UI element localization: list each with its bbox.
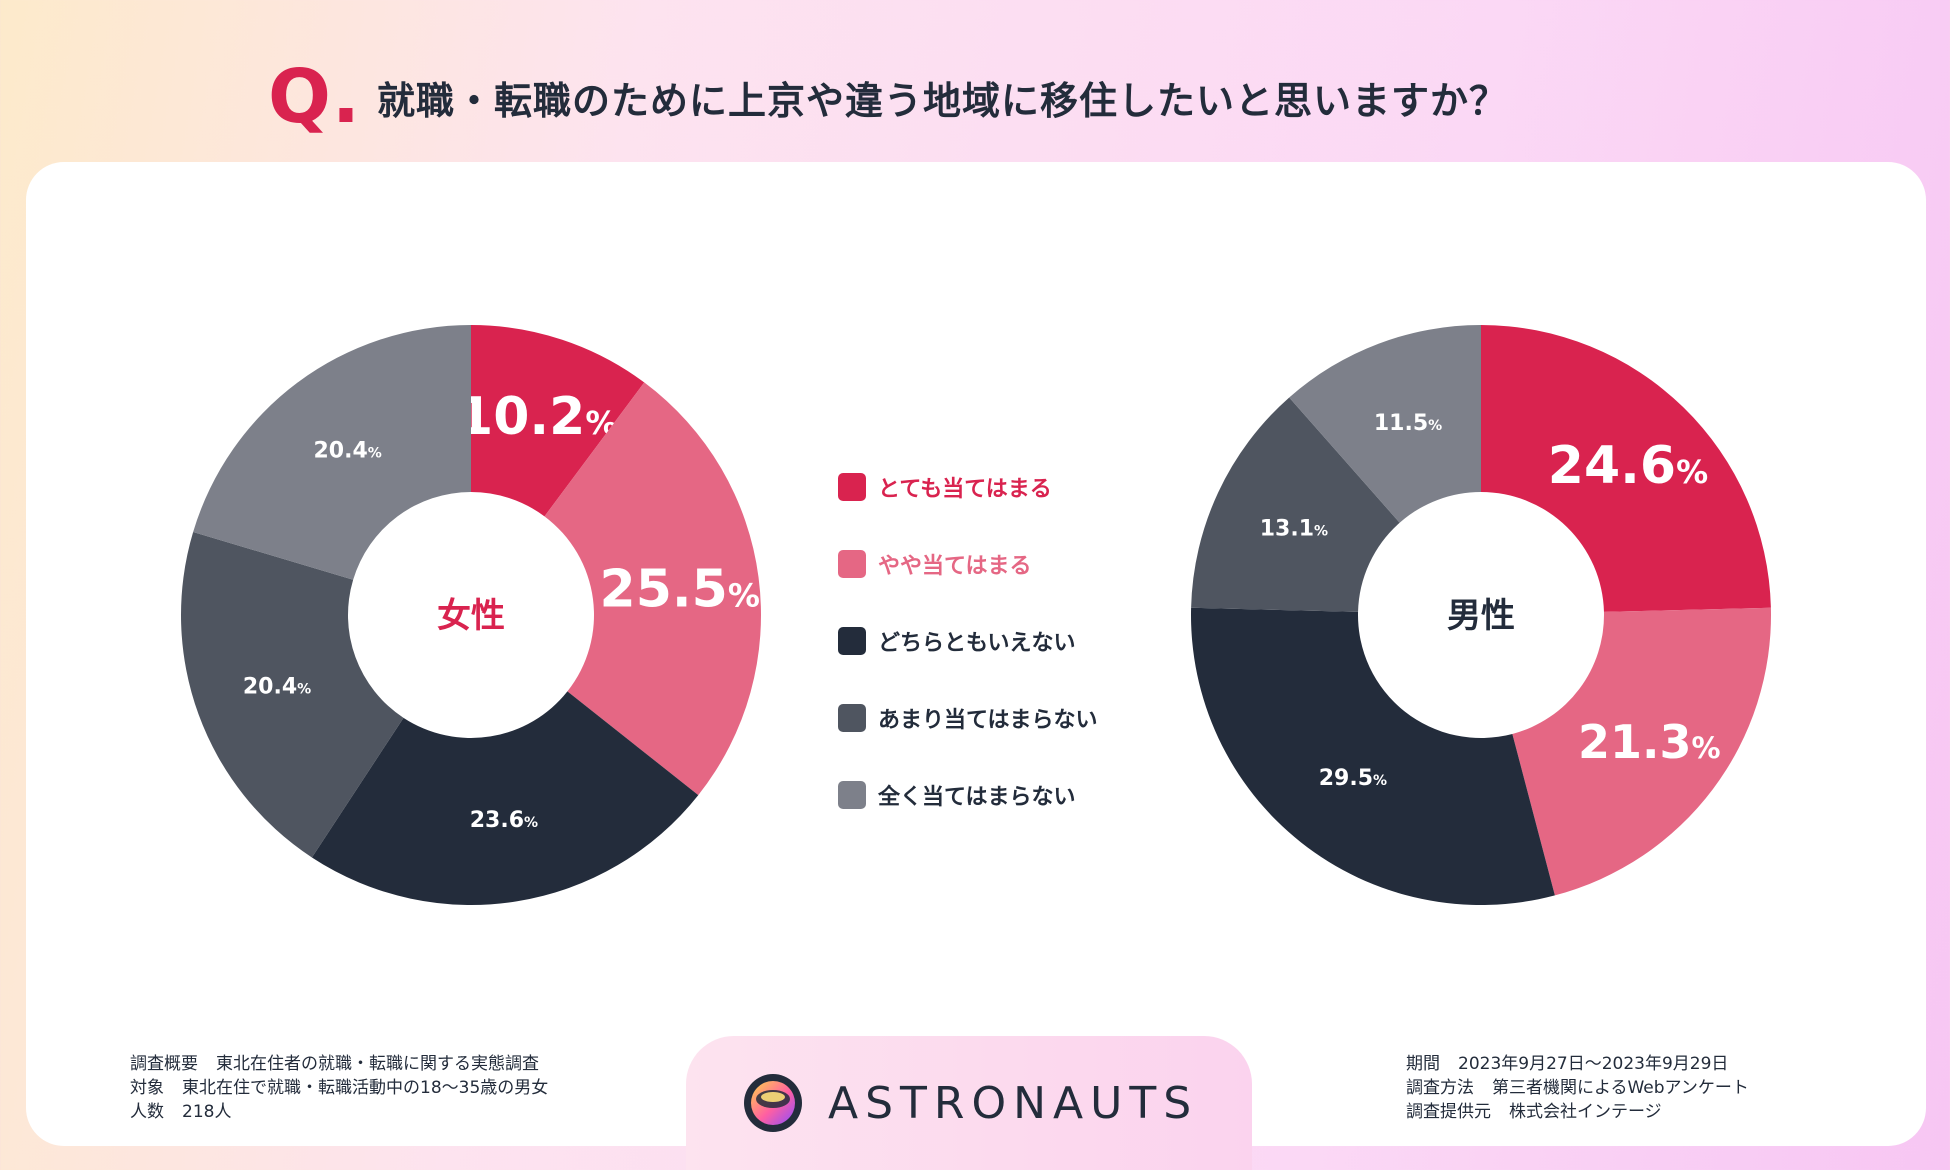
legend-swatch [838,472,866,501]
info-key: 調査概要 [130,1054,198,1074]
slice-label-female-1: 25.5% [600,559,760,619]
logo: ASTRONAUTS [742,1068,1198,1138]
slice-female-4 [193,325,471,580]
info-row: 調査方法 第三者機関によるWebアンケート [1406,1076,1749,1100]
info-key: 人数 [130,1102,164,1122]
legend-swatch [838,703,866,732]
legend-label: とても当てはまる [878,476,1052,502]
logo-text: ASTRONAUTS [828,1077,1199,1129]
slice-male-0 [1481,325,1771,612]
info-key: 調査方法 [1406,1078,1474,1098]
info-value: 東北在住者の就職・転職に関する実態調査 [216,1054,539,1074]
slice-female-3 [180,531,404,858]
slice-label-male-3: 13.1% [1260,517,1328,542]
slice-label-female-2: 23.6% [470,808,538,833]
slice-label-male-4: 11.5% [1374,411,1442,436]
slice-female-1 [544,382,761,796]
slice-label-female-4: 20.4% [313,438,381,463]
info-value: 第三者機関によるWebアンケート [1492,1078,1749,1098]
question-mark: Q. [268,54,362,140]
legend-swatch [838,780,866,809]
legend: とても当てはまる やや当てはまるどちらともいえない あまり当てはまらない 全く当てはま… [838,448,1098,833]
slice-male-2 [1191,607,1555,906]
info-row: 調査提供元 株式会社インテージ [1406,1100,1749,1124]
info-value: 東北在住で就職・転職活動中の18～35歳の男女 [182,1078,549,1098]
center-label-male: 男性 [1447,596,1515,636]
slice-male-4 [1289,325,1481,523]
slice-label-female-3: 20.4% [243,675,311,700]
legend-item: とても当てはまる [838,448,1098,525]
center-label-female: 女性 [437,596,505,636]
info-value: 株式会社インテージ [1509,1102,1662,1122]
info-row: 対象 東北在住で就職・転職活動中の18～35歳の男女 [130,1076,548,1100]
survey-info-left: 調査概要 東北在住者の就職・転職に関する実態調査 対象 東北在住で就職・転職活動中の1… [130,1052,548,1124]
survey-info-right: 期間 2023年9月27日～2023年9月29日 調査方法 第三者機関によるWebアン… [1406,1052,1749,1124]
slice-female-2 [311,691,699,906]
legend-item: 全く当てはまらない [838,756,1098,833]
legend-label: 全く当てはまらない [878,784,1076,810]
info-row: 期間 2023年9月27日～2023年9月29日 [1406,1052,1749,1076]
info-key: 期間 [1406,1054,1440,1074]
info-key: 調査提供元 [1406,1102,1491,1122]
legend-item: あまり当てはまらない [838,679,1098,756]
info-row: 人数 218人 [130,1100,548,1124]
legend-label: やや当てはまる [878,553,1032,579]
slice-male-3 [1191,397,1400,612]
info-key: 対象 [130,1078,164,1098]
slice-female-0 [471,325,645,517]
legend-swatch [838,549,866,578]
slice-label-male-0: 24.6% [1548,436,1708,496]
legend-swatch [838,626,866,655]
question-text: 就職・転職のために上京や違う地域に移住したいと思いますか？ [377,78,1509,123]
info-row: 調査概要 東北在住者の就職・転職に関する実態調査 [130,1052,548,1076]
slice-male-1 [1512,607,1771,896]
legend-item: やや当てはまる [838,525,1098,602]
page-title: Q. 就職・転職のために上京や違う地域に移住したいと思いますか？ [268,52,1508,142]
info-value: 2023年9月27日～2023年9月29日 [1458,1054,1729,1074]
info-value: 218人 [182,1102,232,1122]
slice-label-male-2: 29.5% [1319,766,1387,791]
slice-label-male-1: 21.3% [1578,715,1721,769]
astronauts-logo-icon [744,1074,802,1132]
legend-label: どちらともいえない [878,630,1076,656]
legend-item: どちらともいえない [838,602,1098,679]
legend-label: あまり当てはまらない [878,707,1098,733]
slice-label-female-0: 10.2% [457,387,617,447]
